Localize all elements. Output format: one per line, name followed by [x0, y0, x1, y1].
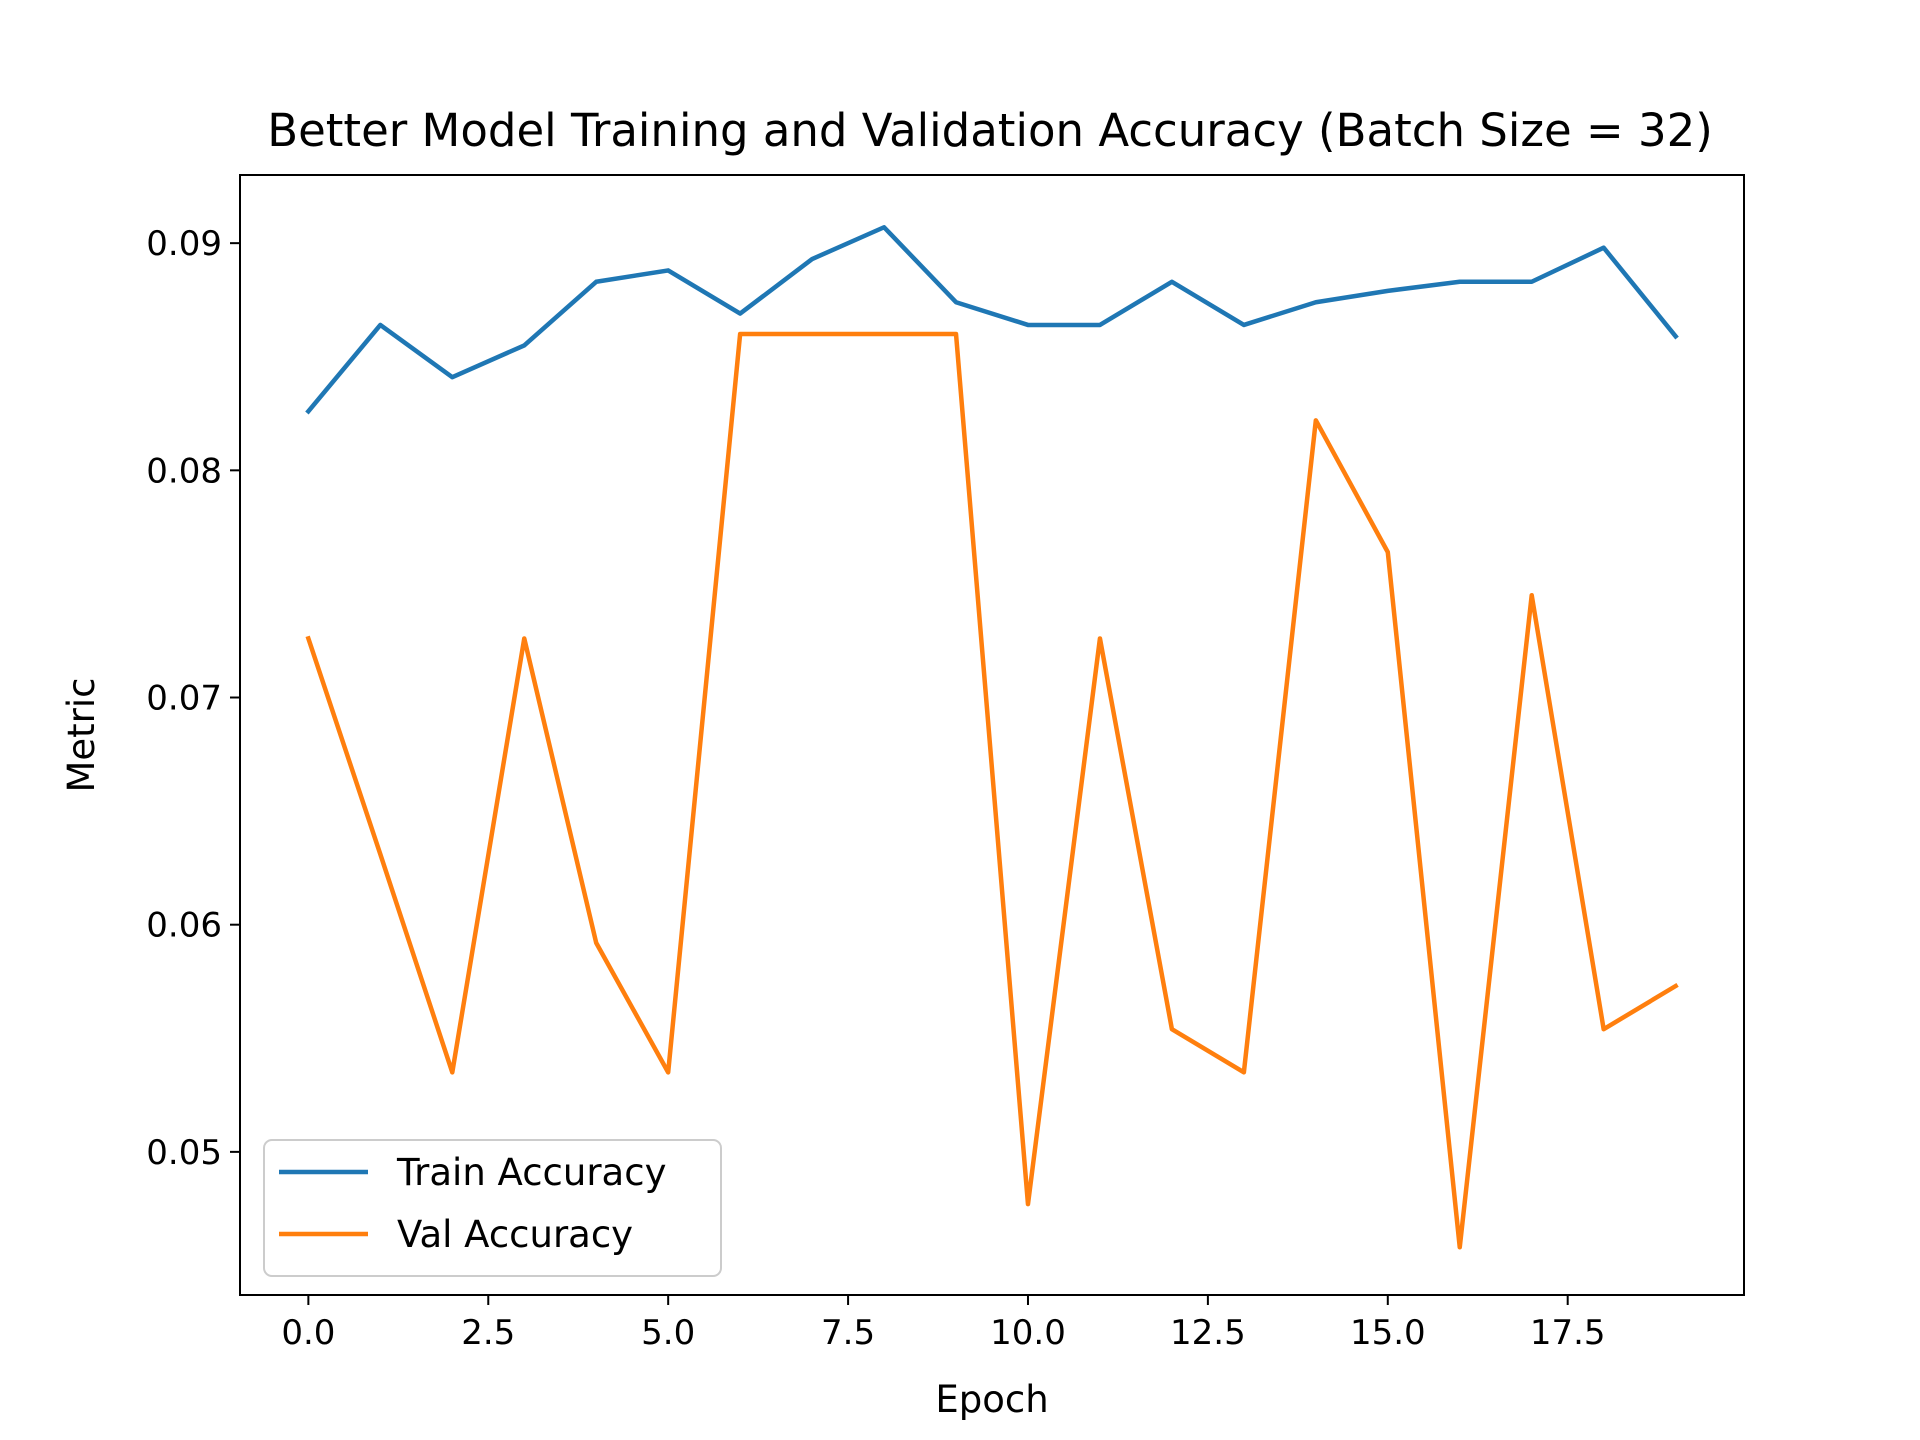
y-tick-label: 0.05	[146, 1133, 222, 1173]
legend-box	[263, 1139, 722, 1277]
series-layer	[305, 225, 1679, 1250]
x-tick-label: 10.0	[990, 1313, 1066, 1353]
y-axis-label: Metric	[60, 677, 103, 792]
x-tick-label: 0.0	[281, 1313, 335, 1353]
y-tick-label: 0.06	[146, 906, 222, 946]
legend-label-train: Train Accuracy	[396, 1151, 666, 1194]
x-tick-label: 5.0	[641, 1313, 695, 1353]
x-tick-label: 7.5	[821, 1313, 875, 1353]
y-tick-label: 0.08	[146, 451, 222, 491]
x-tick-label: 2.5	[461, 1313, 515, 1353]
y-tick-label: 0.07	[146, 679, 222, 719]
y-tick-label: 0.09	[146, 224, 222, 264]
x-tick-label: 17.5	[1530, 1313, 1606, 1353]
plot-frame	[239, 174, 1745, 1296]
series-line-val	[305, 331, 1679, 1250]
x-tick-label: 12.5	[1170, 1313, 1246, 1353]
x-axis-label: Epoch	[935, 1378, 1048, 1421]
series-line-train	[305, 225, 1679, 415]
y-axis: 0.05 0.06 0.07 0.08 0.09	[146, 224, 240, 1173]
legend: Train Accuracy Val Accuracy	[263, 1139, 722, 1277]
x-tick-label: 15.0	[1350, 1313, 1426, 1353]
chart-title: Better Model Training and Validation Acc…	[267, 104, 1713, 157]
legend-label-val: Val Accuracy	[397, 1213, 633, 1256]
x-axis: 0.0 2.5 5.0 7.5 10.0 12.5 15.0 17.5	[281, 1295, 1606, 1353]
